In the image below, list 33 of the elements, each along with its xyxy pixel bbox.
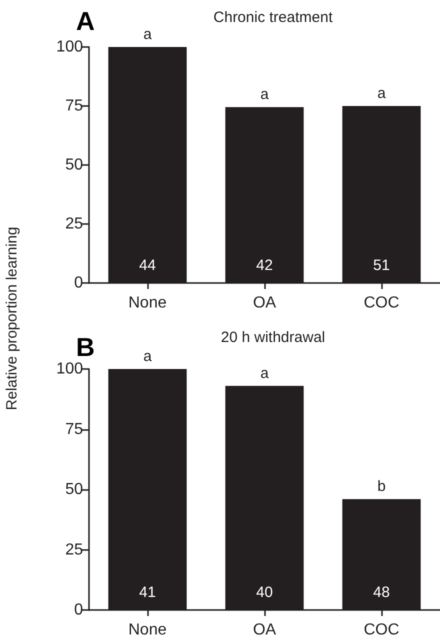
y-tick-label: 100 — [56, 360, 84, 378]
annotation: 48 — [373, 584, 390, 601]
y-axis-title: Relative proportion learning — [4, 226, 20, 412]
y-tick-label: 50 — [65, 481, 84, 498]
y-tick-label: 75 — [65, 420, 84, 438]
annotation: 41 — [139, 584, 156, 601]
annotation: a — [143, 26, 152, 43]
x-tick-label: COC — [364, 622, 400, 638]
annotation: a — [143, 348, 152, 365]
chart-title: Chronic treatment — [213, 9, 334, 26]
x-tick-label: OA — [252, 622, 276, 638]
y-tick-label: 0 — [74, 274, 84, 292]
y-tick-label: 50 — [65, 156, 84, 174]
y-tick-label: 0 — [74, 602, 84, 618]
x-tick-label: OA — [252, 294, 276, 312]
chart-title: 20 h withdrawal — [220, 329, 326, 346]
annotation: 44 — [139, 257, 156, 274]
text: A — [76, 6, 95, 36]
x-tick-label: None — [128, 294, 167, 312]
y-tick-label: 75 — [65, 98, 84, 114]
text: B — [76, 332, 95, 362]
x-tick-label: COC — [364, 294, 400, 312]
annotation: a — [377, 85, 386, 102]
annotation: 40 — [256, 584, 273, 601]
annotation: 51 — [373, 257, 390, 274]
annotation: 42 — [256, 257, 273, 274]
annotation: a — [260, 86, 270, 104]
annotation: b — [377, 478, 386, 496]
y-tick-label: 25 — [65, 216, 84, 232]
x-tick-label: None — [128, 622, 167, 638]
y-tick-label: 100 — [56, 38, 84, 56]
y-tick-label: 25 — [65, 541, 84, 558]
annotation: a — [260, 364, 270, 382]
